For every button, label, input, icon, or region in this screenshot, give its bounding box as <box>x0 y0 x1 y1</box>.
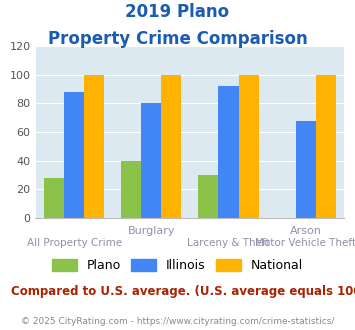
Text: 2019 Plano: 2019 Plano <box>125 3 230 21</box>
Bar <box>239 75 259 218</box>
Legend: Plano, Illinois, National: Plano, Illinois, National <box>48 255 307 276</box>
Bar <box>218 86 239 218</box>
Text: Arson: Arson <box>290 226 322 236</box>
Text: Larceny & Theft: Larceny & Theft <box>187 238 270 248</box>
Text: © 2025 CityRating.com - https://www.cityrating.com/crime-statistics/: © 2025 CityRating.com - https://www.city… <box>21 317 334 326</box>
Text: All Property Crime: All Property Crime <box>27 238 122 248</box>
Text: Motor Vehicle Theft: Motor Vehicle Theft <box>255 238 355 248</box>
Text: Compared to U.S. average. (U.S. average equals 100): Compared to U.S. average. (U.S. average … <box>11 285 355 298</box>
Bar <box>162 75 181 218</box>
Bar <box>64 92 84 218</box>
Bar <box>316 75 336 218</box>
Text: Property Crime Comparison: Property Crime Comparison <box>48 30 307 48</box>
Bar <box>44 178 64 218</box>
Bar <box>84 75 104 218</box>
Text: Burglary: Burglary <box>127 226 175 236</box>
Bar <box>296 120 316 218</box>
Bar <box>198 175 218 218</box>
Bar <box>141 103 162 218</box>
Bar <box>121 161 141 218</box>
